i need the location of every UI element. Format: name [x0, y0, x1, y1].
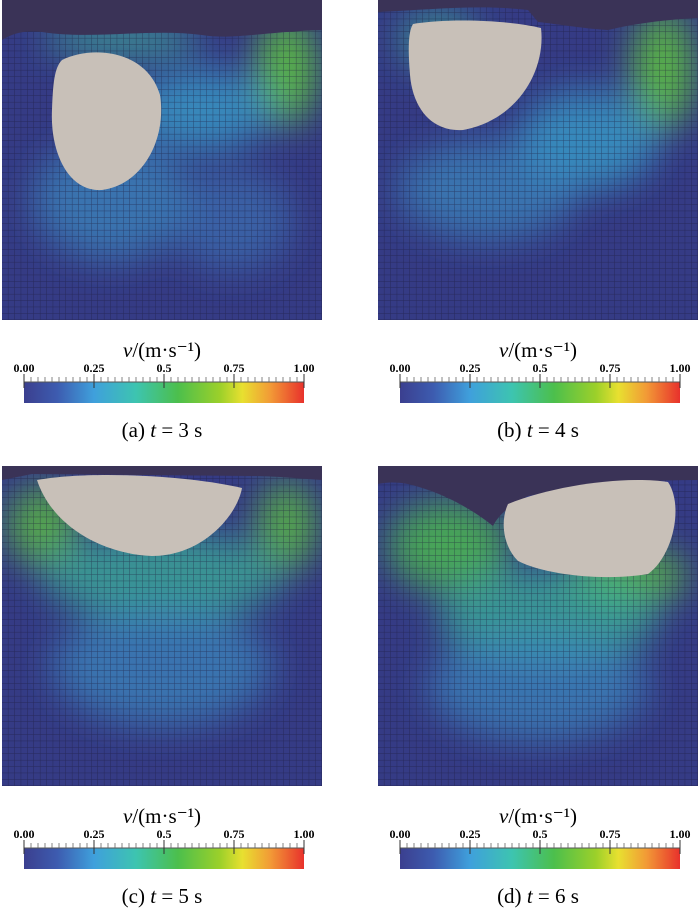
caption: (d) t = 6 s [497, 884, 579, 908]
tick-label: 1.00 [670, 827, 691, 841]
caption: (c) t = 5 s [122, 884, 203, 908]
empty-region [378, 0, 698, 30]
caption: (b) t = 4 s [497, 418, 579, 442]
caption-variable: t [150, 418, 157, 442]
tick-label: 0.5 [157, 827, 172, 841]
floating-body [37, 474, 242, 556]
tick-label: 0.00 [390, 361, 411, 375]
tick-label: 0.75 [600, 361, 621, 375]
tick-label: 0.5 [157, 361, 172, 375]
empty-region [2, 466, 322, 480]
caption-rest: = 5 s [161, 884, 202, 908]
flow-field [2, 466, 322, 786]
unit-quantity: v [499, 804, 509, 828]
empty-region [2, 0, 322, 40]
tick-label: 0.00 [14, 827, 35, 841]
tick-label: 0.00 [14, 361, 35, 375]
caption-variable: t [527, 418, 534, 442]
caption-tag: (d) [497, 884, 522, 908]
tick-label: 0.25 [84, 827, 105, 841]
unit-label: v/(m·s⁻¹) [123, 338, 201, 362]
unit-quantity: v [123, 804, 133, 828]
panel: v/(m·s⁻¹) 0.00 0.25 0.5 0.75 1.00 (d) t = 6 s [378, 466, 698, 908]
caption-variable: t [150, 884, 157, 908]
panel: v/(m·s⁻¹) 0.00 0.25 0.5 0.75 1.00 (a) t = 3 s [2, 0, 322, 442]
mesh-grid [2, 0, 322, 320]
unit-quantity: v [123, 338, 133, 362]
unit-text: /(m·s⁻¹) [132, 804, 201, 828]
flow-field [378, 0, 698, 320]
tick-label: 0.25 [84, 361, 105, 375]
caption-tag: (a) [122, 418, 145, 442]
caption: (a) t = 3 s [122, 418, 203, 442]
panel: v/(m·s⁻¹) 0.00 0.25 0.5 0.75 1.00 (c) t = 5 s [2, 466, 322, 908]
tick-label: 1.00 [294, 827, 315, 841]
tick-label: 0.75 [224, 361, 245, 375]
caption-tag: (b) [497, 418, 522, 442]
unit-quantity: v [499, 338, 509, 362]
tick-label: 0.00 [390, 827, 411, 841]
unit-text: /(m·s⁻¹) [508, 338, 577, 362]
unit-label: v/(m·s⁻¹) [499, 804, 577, 828]
tick-label: 1.00 [670, 361, 691, 375]
panel: v/(m·s⁻¹) 0.00 0.25 0.5 0.75 1.00 (b) t = 4 s [378, 0, 698, 442]
tick-label: 0.5 [533, 827, 548, 841]
caption-rest: = 3 s [161, 418, 202, 442]
flow-field [2, 0, 322, 320]
tick-label: 0.25 [460, 827, 481, 841]
floating-body [408, 20, 542, 131]
caption-tag: (c) [122, 884, 145, 908]
unit-text: /(m·s⁻¹) [132, 338, 201, 362]
floating-body [51, 52, 162, 191]
unit-text: /(m·s⁻¹) [508, 804, 577, 828]
tick-label: 0.25 [460, 361, 481, 375]
tick-label: 0.5 [533, 361, 548, 375]
flow-field [378, 466, 698, 786]
caption-rest: = 4 s [538, 418, 579, 442]
tick-label: 0.75 [224, 827, 245, 841]
caption-rest: = 6 s [538, 884, 579, 908]
caption-variable: t [527, 884, 534, 908]
unit-label: v/(m·s⁻¹) [123, 804, 201, 828]
unit-label: v/(m·s⁻¹) [499, 338, 577, 362]
tick-label: 1.00 [294, 361, 315, 375]
tick-label: 0.75 [600, 827, 621, 841]
floating-body [503, 480, 676, 578]
